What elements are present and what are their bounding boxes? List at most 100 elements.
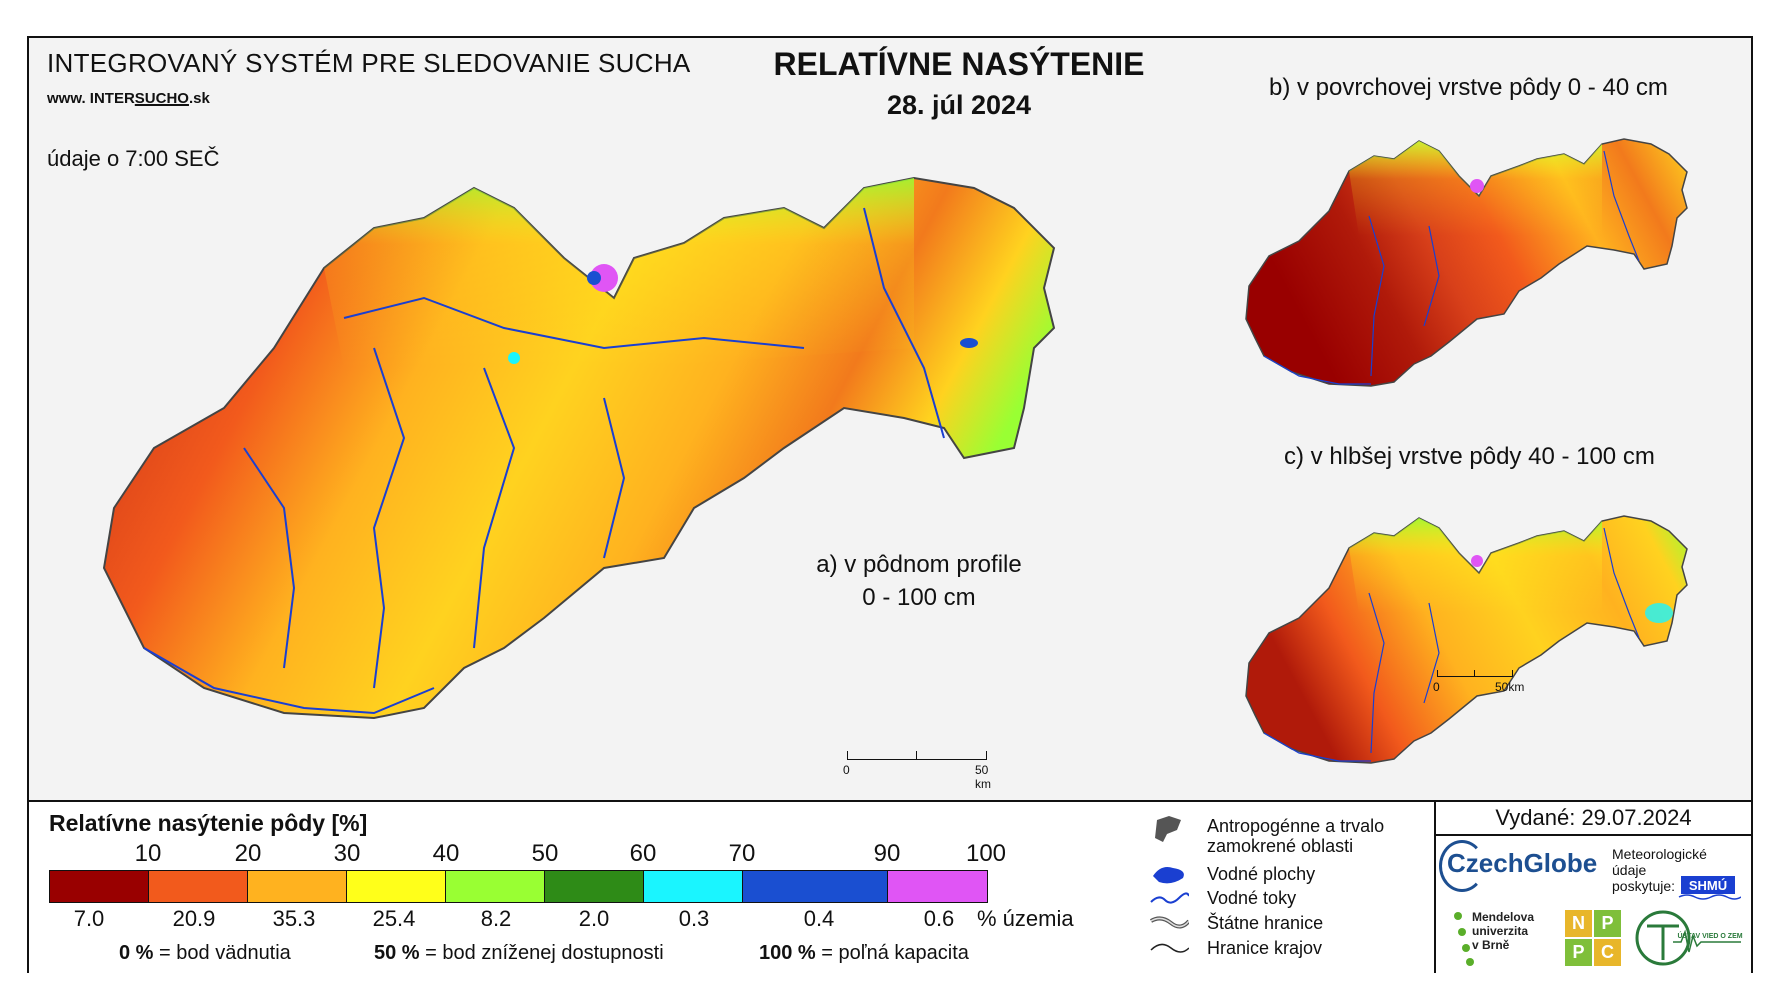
def-100-value: 100 % bbox=[759, 942, 816, 964]
shmu-text: SHMÚ bbox=[1689, 878, 1727, 893]
def-0-text: = bod vädnutia bbox=[159, 942, 291, 964]
scale-main-end: 50 km bbox=[975, 763, 991, 791]
tick-40: 40 bbox=[432, 840, 460, 867]
wet-area-c bbox=[1471, 555, 1483, 567]
map-c-subsoil bbox=[1245, 515, 1688, 764]
map-a-soil-profile bbox=[102, 176, 1056, 720]
tick-60: 60 bbox=[629, 840, 657, 867]
water-bodies-label: Vodné plochy bbox=[1207, 864, 1316, 884]
symbol-water-courses: Vodné toky bbox=[1149, 888, 1296, 908]
shmu-logo: SHMÚ bbox=[1678, 876, 1741, 900]
class-60-70 bbox=[644, 871, 743, 902]
tick-90: 90 bbox=[873, 840, 901, 867]
map-c-label: c) v hlbšej vrstve pôdy 40 - 100 cm bbox=[1284, 443, 1655, 470]
nppc-logo: N P P C bbox=[1565, 910, 1621, 966]
water-courses-label: Vodné toky bbox=[1207, 888, 1297, 908]
class-70-90 bbox=[743, 871, 888, 902]
legend-ticks: 10 20 30 40 50 60 70 90 100 bbox=[49, 840, 1029, 868]
rivers-b bbox=[1263, 150, 1640, 385]
anthropogenic-area-icon bbox=[1155, 816, 1181, 842]
map-area: INTEGROVANÝ SYSTÉM PRE SLEDOVANIE SUCHA … bbox=[29, 38, 1751, 800]
tick-10: 10 bbox=[134, 840, 162, 867]
tick-20: 20 bbox=[234, 840, 262, 867]
nppc-p1: P bbox=[1594, 910, 1621, 937]
symbol-anthropogenic: Antropogénne a trvalo zamokrené oblasti bbox=[1149, 812, 1384, 856]
rivers-a bbox=[143, 207, 945, 715]
website-suffix: .sk bbox=[188, 90, 210, 107]
map-b-topsoil bbox=[1245, 138, 1688, 387]
anthropogenic-line2: zamokrené oblasti bbox=[1207, 836, 1354, 856]
region-border-icon bbox=[1150, 943, 1189, 953]
mendel-line2: univerzita bbox=[1472, 924, 1529, 938]
website-brand: SUCHO bbox=[134, 90, 189, 107]
credits-divider bbox=[1434, 802, 1436, 973]
website-prefix: www. INTER bbox=[47, 90, 135, 107]
nppc-p2: P bbox=[1565, 939, 1592, 966]
nppc-n: N bbox=[1565, 910, 1592, 937]
def-50-text: = bod zníženej dostupnosti bbox=[425, 942, 664, 964]
def-50-value: 50 % bbox=[374, 942, 420, 964]
czechglobe-logo: CzechGlobe bbox=[1439, 840, 1597, 892]
northern-forests-a bbox=[324, 178, 914, 368]
pct-class-3: 35.3 bbox=[272, 906, 316, 931]
class-20-30 bbox=[248, 871, 347, 902]
water-course-icon bbox=[1150, 892, 1189, 904]
pct-class-2: 20.9 bbox=[172, 906, 216, 931]
website-link[interactable]: www. INTERSUCHO.sk bbox=[47, 90, 210, 107]
state-borders-label: Štátne hranice bbox=[1207, 913, 1324, 933]
data-time: údaje o 7:00 SEČ bbox=[47, 146, 220, 171]
class-50-60 bbox=[545, 871, 644, 902]
anthropogenic-line1: Antropogénne a trvalo bbox=[1207, 816, 1385, 836]
scale-bar-main: 0 50 km bbox=[843, 751, 991, 791]
def-0-value: 0 % bbox=[119, 942, 154, 964]
water-body-icon bbox=[1153, 867, 1184, 884]
wet-areas-a bbox=[508, 264, 978, 364]
meteo-provider-text: Meteorologické údaje poskytuje: bbox=[1612, 846, 1707, 894]
system-title: INTEGROVANÝ SYSTÉM PRE SLEDOVANIE SUCHA bbox=[47, 48, 691, 78]
main-date: 28. júl 2024 bbox=[886, 90, 1032, 120]
issued-date: Vydané: 29.07.2024 bbox=[1436, 802, 1751, 836]
class-30-40 bbox=[347, 871, 446, 902]
meteo-line3: poskytuje: bbox=[1612, 878, 1676, 894]
def-100-text: = poľná kapacita bbox=[821, 942, 969, 964]
earth-science-institute-logo: ÚSTAV VIED O ZEMI bbox=[1635, 910, 1743, 966]
pct-class-4: 25.4 bbox=[372, 906, 416, 931]
pct-class-1: 7.0 bbox=[73, 906, 105, 931]
wet-area-c-east bbox=[1645, 603, 1673, 623]
pct-class-7: 0.3 bbox=[678, 906, 710, 931]
map-a-label: a) v pôdnom profile 0 - 100 cm bbox=[789, 548, 1049, 614]
state-border-icon bbox=[1149, 916, 1189, 929]
symbol-region-borders: Hranice krajov bbox=[1149, 938, 1322, 958]
scale-main-zero: 0 bbox=[843, 763, 850, 777]
map-b-label: b) v povrchovej vrstve pôdy 0 - 40 cm bbox=[1269, 74, 1668, 101]
legend-title: Relatívne nasýtenie pôdy [%] bbox=[49, 810, 368, 836]
tick-100: 100 bbox=[965, 840, 1007, 867]
scale-bar-small: 0 50km bbox=[1433, 670, 1524, 700]
scale-small-zero: 0 bbox=[1433, 680, 1440, 694]
map-frame: INTEGROVANÝ SYSTÉM PRE SLEDOVANIE SUCHA … bbox=[27, 36, 1753, 973]
tick-70: 70 bbox=[728, 840, 756, 867]
class-40-50 bbox=[446, 871, 545, 902]
nppc-c: C bbox=[1594, 939, 1621, 966]
pct-class-5: 8.2 bbox=[480, 906, 512, 931]
rivers-c bbox=[1263, 527, 1640, 762]
main-title: RELATÍVNE NASÝTENIE bbox=[773, 46, 1145, 82]
map-a-label-line2: 0 - 100 cm bbox=[862, 584, 976, 611]
uvz-text: ÚSTAV VIED O ZEMI bbox=[1677, 931, 1743, 940]
tick-30: 30 bbox=[333, 840, 361, 867]
pct-class-8: 0.4 bbox=[803, 906, 835, 931]
pct-class-6: 2.0 bbox=[578, 906, 610, 931]
symbol-water-bodies: Vodné plochy bbox=[1149, 862, 1315, 886]
slovakia-outline-b bbox=[1245, 138, 1688, 387]
class-10-20 bbox=[149, 871, 248, 902]
meteo-line2: údaje bbox=[1612, 862, 1647, 878]
legend-percentages: 7.0 20.9 35.3 25.4 8.2 2.0 0.3 0.4 0.6 bbox=[49, 906, 1029, 934]
legend-color-bar bbox=[49, 870, 988, 903]
tick-50: 50 bbox=[531, 840, 559, 867]
scale-small-end: 50km bbox=[1495, 680, 1525, 694]
map-a-label-line1: a) v pôdnom profile bbox=[816, 551, 1022, 578]
legend-area: Relatívne nasýtenie pôdy [%] 10 20 30 40… bbox=[29, 800, 1751, 973]
pct-class-9: 0.6 bbox=[923, 906, 955, 931]
meteo-line1: Meteorologické bbox=[1612, 846, 1707, 862]
wet-area-b bbox=[1470, 179, 1484, 193]
